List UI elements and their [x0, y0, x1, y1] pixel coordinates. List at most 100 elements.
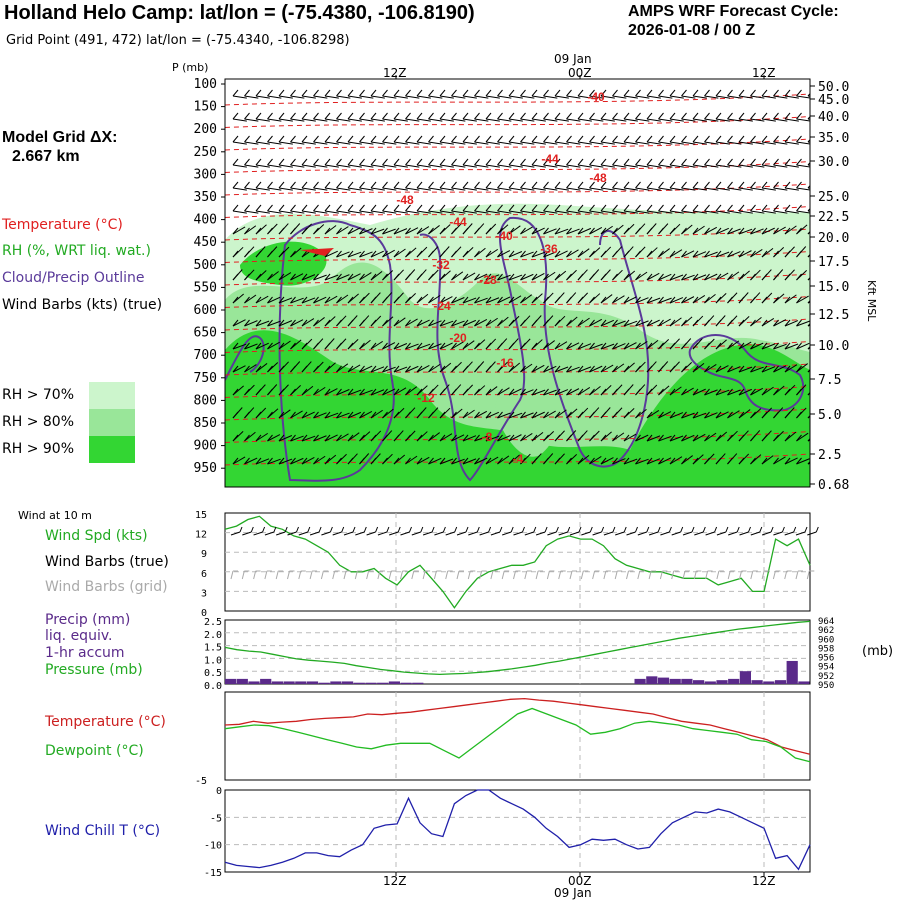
wind-barb [347, 273, 361, 281]
wind-barb-flag [324, 457, 331, 465]
wind-barb-flag [738, 181, 745, 189]
wind-barb-flag [278, 296, 285, 304]
wind-barb-flag [761, 319, 768, 327]
wind-barb-flag [750, 411, 756, 419]
wind-barb-flag [750, 204, 756, 212]
wind-barb-flag [382, 296, 388, 304]
wind-chill-line [224, 789, 811, 871]
wind-barb-flag [623, 365, 630, 373]
wind-barb [267, 210, 282, 214]
wind-barb [255, 187, 270, 191]
wind-barb-flag [255, 296, 262, 304]
sfc-wind-barb-grid [377, 570, 381, 580]
wind-barb [704, 364, 717, 373]
wind-barb-flag [244, 365, 250, 373]
wind-barb-flag [635, 250, 641, 258]
wind-barb [255, 295, 269, 304]
sfc-wind-barb-true-flag [341, 526, 345, 533]
wind-barb [382, 210, 397, 214]
wind-barb [704, 210, 719, 214]
wind-barb [232, 456, 246, 465]
wind-barb-flag [715, 388, 722, 396]
wind-barb-flag [324, 388, 331, 396]
wind-barb [359, 118, 374, 122]
wind-barb-flag [727, 319, 733, 327]
wind-barb [692, 251, 707, 258]
wind-barb-flag [773, 204, 779, 212]
wind-barb [428, 95, 443, 99]
wind-barb-flag [577, 227, 584, 235]
wind-barb-flag [313, 434, 319, 442]
wind-barb [761, 227, 775, 235]
wind-barb-flag [428, 388, 434, 396]
wind-barb-flag [244, 112, 250, 120]
wind-barb-flag [267, 273, 273, 281]
sfc-wind-barb-grid [569, 570, 573, 580]
wind-barb-flag [543, 158, 549, 166]
wind-barb [704, 164, 719, 168]
wind-barb [405, 343, 419, 350]
wind-barb-flag [301, 273, 308, 281]
pressure-tick-label: 550 [194, 280, 217, 295]
wind-barb-flag [784, 388, 791, 396]
wind-barb-flag [531, 411, 538, 419]
wind-barb [232, 164, 247, 168]
wind-barb-flag [784, 342, 791, 350]
top-tick-12z-2: 12Z [752, 66, 776, 80]
wind-barb [347, 141, 362, 145]
wind-barb [301, 118, 316, 122]
wind-barb-flag [405, 112, 411, 120]
wind-barb [635, 320, 649, 327]
wind-barb [370, 118, 385, 122]
sfc-wind-barb-true-flag [329, 526, 333, 533]
wind-barb [738, 250, 752, 258]
sfc-wind-barb-grid [614, 570, 618, 580]
wind-barb [382, 141, 397, 145]
wind-barb-flag [278, 112, 285, 120]
wind-barb-flag [669, 158, 676, 166]
wind-barb [336, 433, 349, 442]
wind-barb-flag [796, 296, 802, 304]
wind-barb-flag [485, 181, 492, 189]
wind-barb [761, 318, 775, 327]
wind-barb-flag [807, 345, 810, 350]
wind-barb [784, 294, 797, 304]
sfc-wind-barb-true [230, 531, 241, 536]
wind-barb [244, 320, 258, 327]
wind-barb [646, 141, 661, 145]
height-tick-label: 25.0 [818, 190, 849, 205]
wind-barb-flag [359, 342, 365, 350]
wind-barb-flag [543, 388, 549, 396]
wind-barb [704, 141, 719, 145]
sfc-wind-barb-true [750, 531, 760, 536]
wind-barb-flag [474, 158, 480, 166]
wind-barb-flag [462, 457, 469, 465]
wind-barb-flag [773, 158, 779, 166]
sfc-wind-barb-true-flag [589, 526, 593, 533]
wind-barb [727, 251, 741, 258]
wind-barb [784, 225, 797, 235]
wind-barb [566, 249, 579, 258]
sfc-wind-barb-true [377, 531, 388, 536]
wind-barb [600, 319, 614, 327]
wind-barb [439, 141, 454, 145]
wind-barb [589, 343, 603, 350]
wind-barb [336, 294, 349, 304]
wind-barb [485, 386, 498, 396]
sfc-wind-barb-true-flag [770, 526, 774, 533]
sfc-wind-barb-grid [230, 570, 234, 580]
wind-barb-flag [439, 227, 446, 235]
wind-barb-flag [750, 89, 756, 97]
wind-barb [589, 118, 604, 122]
wind-barb-flag [750, 181, 756, 189]
wind-barb-flag [692, 89, 699, 97]
wind-barb-flag [589, 227, 595, 235]
sfc-wind-barb-grid [513, 570, 516, 580]
wind-barb-flag [485, 434, 492, 442]
wind-barb-flag [336, 319, 342, 327]
pressure-line [224, 620, 811, 676]
wind-barb-flag [738, 342, 745, 350]
wind-barb [761, 141, 776, 145]
wind-barb-flag [301, 204, 308, 212]
wind-barb [278, 409, 291, 419]
